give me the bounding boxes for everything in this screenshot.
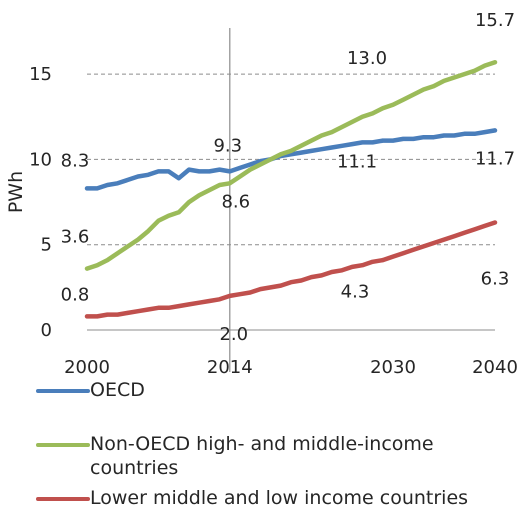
data-label-8-3: 8.3 xyxy=(61,150,90,171)
data-label-6-3: 6.3 xyxy=(481,269,510,290)
data-label-4-3: 4.3 xyxy=(341,282,370,303)
gridlines xyxy=(87,73,495,246)
series-line-2 xyxy=(84,220,498,319)
legend-label-oecd: OECD xyxy=(90,379,145,401)
data-label-0-8: 0.8 xyxy=(61,284,90,305)
legend-label-lower-income: Lower middle and low income countries xyxy=(90,487,469,509)
data-label-11-1: 11.1 xyxy=(337,152,377,173)
data-label-3-6: 3.6 xyxy=(61,227,90,248)
y-tick-label-10: 10 xyxy=(29,149,52,170)
y-axis-title: PWh xyxy=(5,171,27,213)
y-tick-label-5: 5 xyxy=(41,235,52,256)
data-label-15-7: 15.7 xyxy=(475,10,515,31)
axes: 0 5 10 15 2000 2014 2030 2040 xyxy=(29,28,518,378)
x-tick-label-2014: 2014 xyxy=(207,357,253,378)
data-label-11-7: 11.7 xyxy=(475,148,515,169)
data-label-2-0: 2.0 xyxy=(219,324,248,345)
data-labels: 8.3 3.6 0.8 9.3 8.6 2.0 13.0 11.1 4.3 15.7 11.7 6.3 xyxy=(61,10,515,345)
x-tick-label-2040: 2040 xyxy=(472,357,518,378)
data-label-8-6: 8.6 xyxy=(221,191,250,212)
y-tick-label-0: 0 xyxy=(41,320,52,341)
legend-swatch-lower-income xyxy=(36,497,90,501)
series-line-0 xyxy=(84,128,498,191)
x-tick-label-2000: 2000 xyxy=(64,357,110,378)
legend-swatch-non-oecd xyxy=(36,443,90,447)
data-label-13-0: 13.0 xyxy=(347,48,387,69)
legend-label-non-oecd: Non-OECD high- and middle-income countri… xyxy=(90,433,434,479)
y-tick-label-15: 15 xyxy=(29,64,52,85)
data-label-9-3: 9.3 xyxy=(213,135,242,156)
series-lines xyxy=(84,59,498,319)
x-tick-label-2030: 2030 xyxy=(370,357,416,378)
legend-swatch-oecd xyxy=(36,389,90,393)
series-line-1 xyxy=(84,59,498,271)
